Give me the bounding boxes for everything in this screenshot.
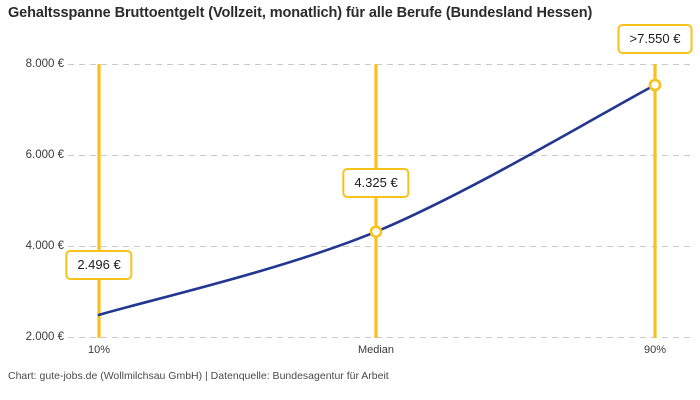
data-label-median: 4.325 €: [342, 168, 410, 198]
gridlines: [68, 64, 692, 338]
y-axis-tick-2000: 2.000 €: [25, 331, 64, 343]
data-label-10-percent: 2.496 €: [65, 250, 133, 280]
x-axis-tick-90-percent: 90%: [643, 344, 667, 356]
category-rules: [97, 64, 657, 338]
x-axis-tick-median: Median: [357, 344, 395, 356]
y-axis-tick-4000: 4.000 €: [25, 240, 64, 252]
data-point-90-percent[interactable]: [648, 78, 662, 92]
page-title: Gehaltsspanne Bruttoentgelt (Vollzeit, m…: [8, 5, 593, 21]
x-axis-tick-10-percent: 10%: [87, 344, 111, 356]
data-label-90-percent: >7.550 €: [617, 24, 693, 54]
chart-source-note: Chart: gute-jobs.de (Wollmilchsau GmbH) …: [8, 370, 389, 382]
data-point-markers: [369, 78, 662, 238]
y-axis-tick-8000: 8.000 €: [25, 58, 64, 70]
y-axis-tick-6000: 6.000 €: [25, 149, 64, 161]
data-point-10-percent[interactable]: [369, 225, 383, 238]
